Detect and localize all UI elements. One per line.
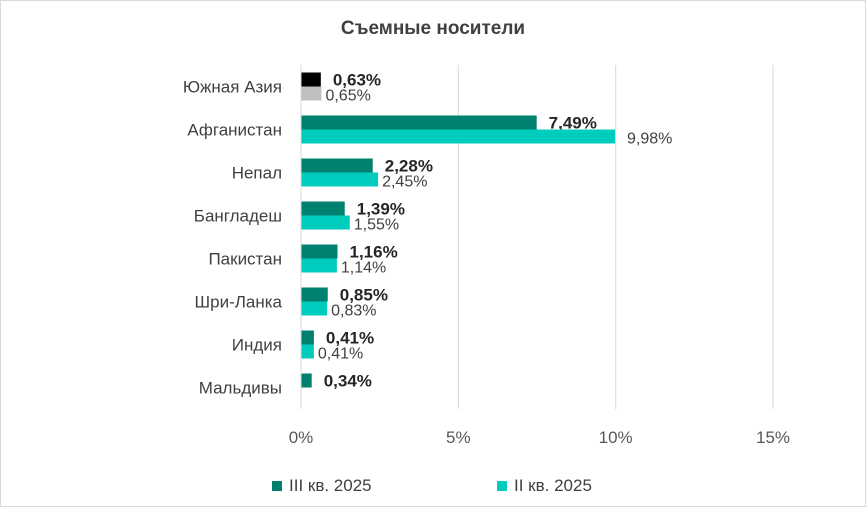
bar-series-2 (301, 301, 328, 316)
data-label-series-2: 9,98% (627, 131, 672, 148)
data-label-series-1: 1,16% (350, 243, 398, 262)
chart-title: Съемные носители (340, 18, 526, 39)
bar-series-2 (301, 215, 350, 230)
data-label-series-1: 1,39% (357, 200, 405, 219)
bar-series-1 (301, 158, 373, 173)
category-label: Шри-Ланка (195, 293, 283, 312)
legend-swatch-series-2 (497, 481, 507, 491)
data-label-series-2: 0,41% (318, 346, 363, 363)
bar-series-1 (301, 115, 537, 130)
x-tick-label: 5% (446, 428, 471, 447)
category-label: Южная Азия (183, 78, 282, 97)
category-label: Пакистан (208, 250, 282, 269)
data-label-series-1: 0,63% (333, 71, 381, 90)
data-label-series-1: 0,34% (324, 372, 372, 391)
data-label-series-2: 0,65% (325, 88, 370, 105)
data-label-series-1: 7,49% (549, 114, 597, 133)
bar-series-1 (301, 201, 345, 216)
data-label-series-2: 1,14% (341, 260, 386, 277)
category-label: Непал (232, 164, 282, 183)
data-label-series-1: 0,41% (326, 329, 374, 348)
data-label-series-2: 1,55% (354, 217, 399, 234)
data-label-series-2: 2,45% (382, 174, 427, 191)
category-label: Бангладеш (194, 207, 282, 226)
bar-series-2 (301, 258, 337, 273)
bar-series-1 (301, 244, 338, 259)
bar-series-1 (301, 72, 321, 87)
data-label-series-1: 2,28% (385, 157, 433, 176)
legend-item-series-1: III кв. 2025 (272, 476, 372, 496)
x-tick-label: 0% (289, 428, 314, 447)
x-tick-label: 10% (599, 428, 633, 447)
legend-item-series-2: II кв. 2025 (497, 476, 592, 496)
data-label-series-2: 0,83% (331, 303, 376, 320)
bar-series-2 (301, 172, 379, 187)
bar-series-2 (301, 86, 322, 101)
legend-swatch-series-1 (272, 481, 282, 491)
bar-series-1 (301, 287, 328, 302)
category-label: Афганистан (187, 121, 282, 140)
x-tick-label: 15% (756, 428, 790, 447)
data-label-series-1: 0,85% (340, 286, 388, 305)
legend-label-series-1: III кв. 2025 (289, 476, 372, 495)
bar-series-1 (301, 330, 314, 345)
category-label: Индия (232, 336, 282, 355)
legend-label-series-2: II кв. 2025 (514, 476, 592, 495)
bar-series-2 (301, 129, 616, 144)
category-label: Мальдивы (199, 379, 282, 398)
bar-series-2 (301, 344, 314, 359)
bar-series-1 (301, 373, 312, 388)
